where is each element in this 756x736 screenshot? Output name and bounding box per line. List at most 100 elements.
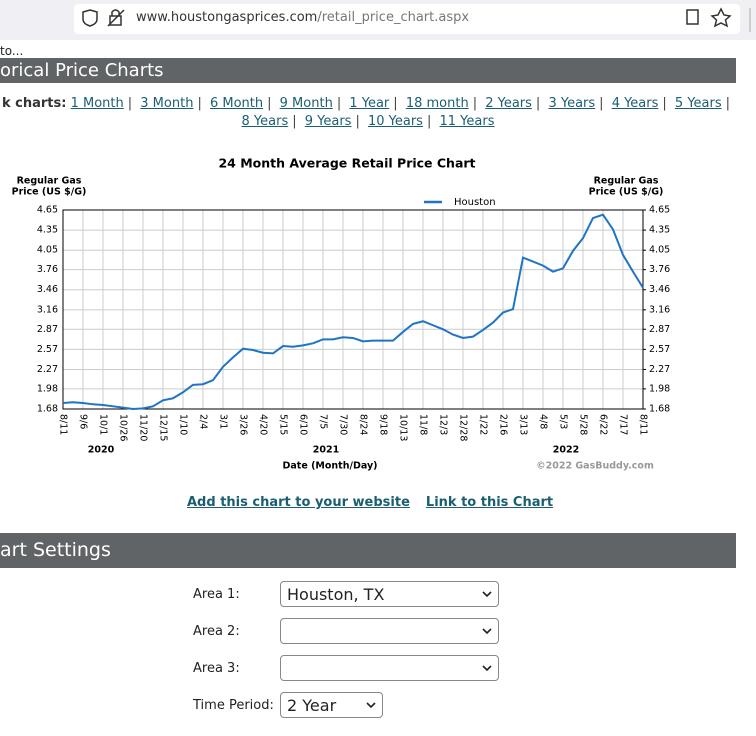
period-link[interactable]: 2 Years [485,96,532,111]
period-link[interactable]: 11 Years [439,114,495,129]
x-tick-label: 2/4 [198,414,209,429]
period-link[interactable]: 1 Month [70,96,124,111]
x-tick-label: 4/20 [258,414,269,435]
address-bar[interactable] [74,4,740,34]
period-link[interactable]: 10 Years [367,114,423,129]
y-tick-label: 2.27 [37,364,58,375]
legend-label: Houston [454,197,496,208]
separator: | [267,96,272,111]
separator: | [393,96,398,111]
y-axis-label: Price (US $/G) [12,187,87,198]
dropdown-arrow [482,665,492,672]
arrow [482,591,492,598]
separator: | [336,96,342,111]
y-tick-label: 4.05 [37,245,58,256]
y2-tick-label: 4.65 [649,205,670,216]
y-axis-label: Regular Gas [17,176,82,187]
settings-header: art Settings [0,533,736,568]
chart-title: 24 Month Average Retail Price Chart [218,156,475,171]
year-label: 2021 [313,445,339,456]
period-link[interactable]: 8 Years [241,114,289,129]
x-tick-label: 5/3 [558,414,569,429]
x-tick-label: 10/1 [98,414,109,435]
y2-tick-label: 2.57 [649,344,670,355]
select[interactable] [280,618,499,644]
shield-icon[interactable] [82,9,98,27]
select[interactable] [280,655,499,681]
x-tick-label: 8/11 [58,414,69,435]
x-tick-label: 3/1 [218,414,229,429]
x-tick-label: 12/3 [438,414,449,435]
select[interactable]: 2 Year [280,692,383,718]
period-link[interactable]: 4 Years [611,96,659,111]
lock-icon[interactable] [109,15,122,26]
plot-border [62,209,644,410]
section-header: orical Price Charts [0,58,736,83]
separator: | [535,96,541,111]
x-tick-label: 11/8 [418,414,429,435]
chart-link[interactable]: Add this chart to your website [187,495,410,510]
year-label: 2020 [88,445,115,456]
url-host: www.houstongasprices.com [136,10,318,25]
period-link[interactable]: 3 Month [140,96,194,111]
separator: | [355,114,360,129]
x-tick-label: 3/13 [518,414,529,435]
y-tick-label: 3.16 [37,304,58,315]
bookmark[interactable]: to... [0,44,24,58]
x-tick-label: 2/16 [498,414,509,435]
separator: | [197,96,202,111]
arrow [366,702,376,709]
lock-strike [107,9,125,27]
x-tick-label: 6/10 [298,414,309,435]
y2-axis-label: Regular Gas [594,176,659,187]
y2-tick-label: 3.16 [649,304,670,315]
period-link[interactable]: 9 Years [304,114,352,129]
select-value: Houston, TX [287,585,385,604]
field-label: Time Period: [193,698,274,713]
select[interactable]: Houston, TX [280,581,499,607]
y-tick-label: 3.46 [37,284,58,295]
separator: | [426,114,432,129]
separator: | [662,96,667,111]
select-value: 2 Year [287,696,337,715]
y2-tick-label: 3.76 [649,264,670,275]
period-link[interactable]: 6 Month [209,96,264,111]
x-tick-label: 7/30 [338,414,349,435]
x-tick-label: 8/11 [638,414,649,435]
separator: | [127,96,133,111]
field-label: Area 2: [193,624,240,639]
x-tick-label: 8/24 [358,414,369,435]
period-link[interactable]: 1 Year [349,96,390,111]
y-tick-label: 1.68 [37,404,58,415]
x-tick-label: 11/20 [138,414,149,441]
y-tick-label: 1.98 [37,383,58,394]
period-link[interactable]: 3 Years [548,96,596,111]
period-link[interactable]: 5 Years [674,96,722,111]
browser-icons [82,7,751,32]
chart-link[interactable]: Link to this Chart [425,495,554,510]
x-axis-label: Date (Month/Day) [283,461,378,472]
y2-tick-label: 2.27 [649,364,670,375]
y2-tick-label: 4.35 [649,225,670,236]
arrow [482,665,492,672]
chart: 24 Month Average Retail Price Chart 1.68… [12,156,671,472]
x-tick-label: 3/26 [238,414,249,435]
dropdown-arrow [482,591,492,598]
period-link[interactable]: 9 Month [279,96,333,111]
period-link[interactable]: 18 month [405,96,469,111]
y2-tick-label: 1.68 [649,404,670,415]
field-label: Area 1: [193,587,240,602]
x-tick-label: 7/17 [618,414,629,435]
x-tick-label: 5/15 [278,414,289,435]
y-tick-label: 2.87 [37,324,58,335]
arrow [482,628,492,635]
bookmark-icon[interactable] [710,7,732,28]
x-tick-label: 7/5 [318,414,329,429]
y2-tick-label: 1.98 [649,383,670,394]
x-tick-label: 10/26 [118,414,129,441]
separator: | [725,96,731,111]
y2-tick-label: 2.87 [649,324,670,335]
reader-icon[interactable] [686,9,699,25]
year-label: 2022 [553,445,579,456]
